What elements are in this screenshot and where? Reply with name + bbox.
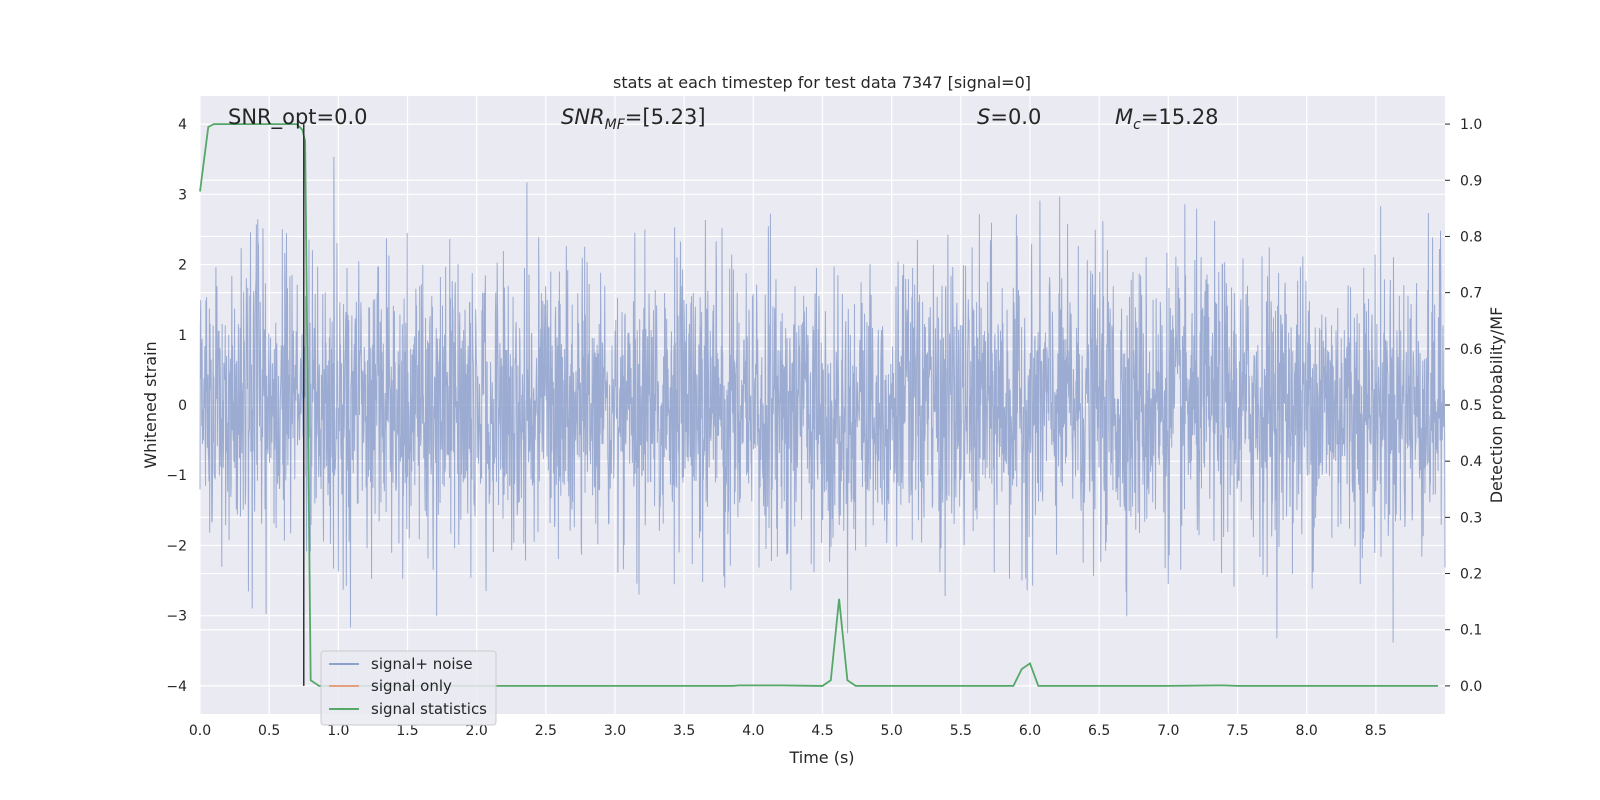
annotation-snr-mf-subscript: MF <box>605 117 626 133</box>
annotation-mc-symbol: M <box>1115 105 1133 129</box>
x-tick-label: 2.0 <box>466 723 488 739</box>
x-tick-label: 5.0 <box>881 723 903 739</box>
y2-tick-label: 0.5 <box>1460 398 1482 414</box>
x-tick-label: 6.5 <box>1088 723 1110 739</box>
annotation-snr-mf: SNRMF=[5.23] <box>561 105 706 133</box>
y-tick-label: −4 <box>166 679 187 695</box>
y2-tick-label: 0.0 <box>1460 679 1482 695</box>
y-tick-label: −2 <box>166 538 187 554</box>
y2-tick-label: 0.1 <box>1460 623 1482 639</box>
y-axis-label: Whitened strain <box>141 341 160 468</box>
x-tick-label: 1.0 <box>327 723 349 739</box>
x-tick-label: 3.5 <box>673 723 695 739</box>
annotation-snr-mf-symbol: SNR <box>561 105 605 129</box>
x-tick-label: 8.5 <box>1365 723 1387 739</box>
annotation-mc: Mc=15.28 <box>1115 105 1219 133</box>
x-tick-label: 4.5 <box>811 723 833 739</box>
signal-statistics-line <box>199 123 1439 687</box>
x-tick-label: 8.0 <box>1296 723 1318 739</box>
signal-noise-line <box>199 156 1446 643</box>
legend: signal+ noise signal only signal statist… <box>320 650 497 726</box>
y-tick-label: 0 <box>178 398 187 414</box>
annotation-mc-subscript: c <box>1133 117 1141 133</box>
x-tick-label: 7.0 <box>1157 723 1179 739</box>
y-tick-label: −3 <box>166 609 187 625</box>
y-tick-label: 2 <box>178 258 187 274</box>
annotation-s-symbol: S <box>977 105 990 129</box>
x-tick-label: 1.5 <box>396 723 418 739</box>
chart-title: stats at each timestep for test data 734… <box>613 73 1031 92</box>
y-tick-label: −1 <box>166 468 187 484</box>
y-tick-label: 1 <box>178 328 187 344</box>
y2-tick-label: 0.2 <box>1460 567 1482 583</box>
x-axis-label: Time (s) <box>788 748 854 767</box>
x-tick-label: 0.0 <box>189 723 211 739</box>
legend-entry-signal-statistics: signal statistics <box>371 700 487 718</box>
y2-tick-label: 1.0 <box>1460 117 1482 133</box>
y2-tick-label: 0.8 <box>1460 229 1482 245</box>
legend-entry-signal-only: signal only <box>371 677 452 695</box>
y2-tick-label: 0.3 <box>1460 510 1482 526</box>
legend-entry-signal-noise: signal+ noise <box>371 655 473 673</box>
annotation-snr-mf-value: =[5.23] <box>625 105 706 129</box>
y2-tick-label: 0.4 <box>1460 454 1482 470</box>
y2-tick-label: 0.6 <box>1460 342 1482 358</box>
annotation-s-value: =0.0 <box>990 105 1041 129</box>
x-tick-label: 0.5 <box>258 723 280 739</box>
series-signal-noise <box>199 156 1446 643</box>
annotation-s: S=0.0 <box>977 105 1041 129</box>
x-tick-label: 2.5 <box>535 723 557 739</box>
y-tick-label: 4 <box>178 117 187 133</box>
y-tick-label: 3 <box>178 187 187 203</box>
x-tick-label: 5.5 <box>950 723 972 739</box>
annotation-snr-opt: SNR_opt=0.0 <box>228 105 368 130</box>
x-tick-label: 3.0 <box>604 723 626 739</box>
annotation-mc-value: =15.28 <box>1141 105 1219 129</box>
x-tick-label: 7.5 <box>1226 723 1248 739</box>
y2-tick-label: 0.7 <box>1460 286 1482 302</box>
y2-axis-label: Detection probability/MF <box>1487 307 1506 504</box>
x-tick-label: 6.0 <box>1019 723 1041 739</box>
y2-tick-label: 0.9 <box>1460 173 1482 189</box>
tick-labels: 0.0 0.5 1.0 1.5 2.0 2.5 3.0 3.5 4.0 4.5 5.0 5.5 6.0 6… <box>166 117 1482 739</box>
series-signal-statistics <box>199 123 1439 687</box>
x-tick-label: 4.0 <box>742 723 764 739</box>
legend-box <box>320 650 497 726</box>
